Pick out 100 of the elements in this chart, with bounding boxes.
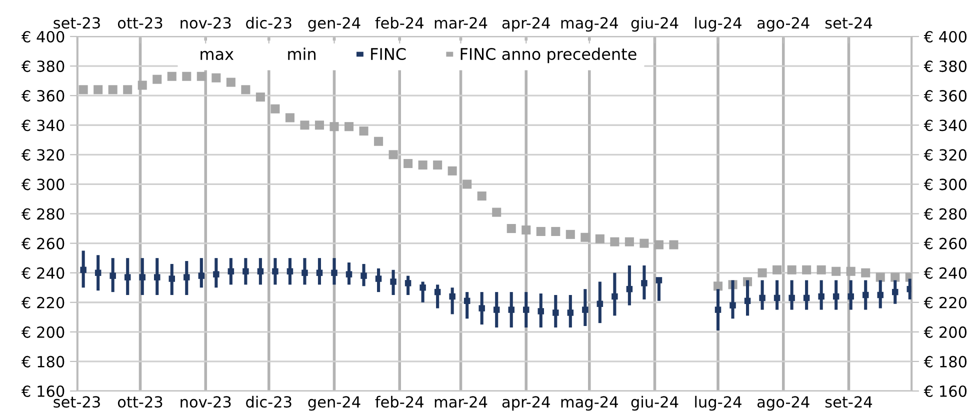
- point: [124, 274, 131, 280]
- point: [110, 272, 116, 279]
- point: [80, 266, 86, 274]
- y-tick-label: € 380: [21, 60, 64, 72]
- legend-label: FINC anno precedente: [460, 48, 636, 64]
- x-tick-label: set-23: [54, 17, 100, 29]
- point: [196, 72, 206, 81]
- point: [802, 265, 812, 274]
- point: [286, 268, 294, 274]
- y-tick-label: € 360: [21, 90, 64, 102]
- point: [832, 293, 840, 300]
- point: [418, 160, 428, 170]
- x-tick-label: giu-24: [631, 16, 678, 32]
- point: [612, 293, 618, 300]
- y2-tick-label: € 200: [924, 326, 967, 338]
- point: [272, 268, 278, 274]
- x-tick-label: nov-23: [180, 17, 231, 29]
- point: [803, 294, 810, 302]
- point: [388, 150, 398, 160]
- x2-tick-label: set-23: [54, 396, 100, 408]
- point: [434, 288, 441, 296]
- point: [626, 286, 633, 292]
- point: [890, 272, 900, 282]
- y-tick-label: € 340: [21, 120, 64, 132]
- x2-tick-label: set-24: [825, 396, 872, 408]
- x2-tick-label: feb-24: [375, 396, 424, 408]
- point: [359, 126, 368, 136]
- y2-tick-label: € 260: [924, 238, 967, 250]
- y-tick-label: € 400: [21, 30, 64, 43]
- point: [522, 225, 531, 235]
- point: [759, 294, 766, 302]
- x-tick-label: feb-24: [375, 16, 424, 29]
- point: [167, 72, 176, 81]
- point: [182, 72, 192, 81]
- y-tick-label: € 320: [21, 149, 64, 161]
- point: [228, 268, 234, 274]
- point: [285, 113, 294, 122]
- x2-tick-label: nov-23: [180, 396, 231, 408]
- point: [449, 293, 456, 300]
- y2-tick-label: € 240: [924, 267, 967, 279]
- y2-tick-label: € 280: [924, 208, 967, 220]
- x2-tick-label: lug-24: [695, 396, 742, 411]
- point: [654, 240, 664, 250]
- point: [168, 276, 176, 282]
- point: [78, 85, 88, 94]
- point: [302, 270, 308, 276]
- point: [374, 136, 384, 146]
- point: [493, 306, 500, 313]
- x-tick-label: mag-24: [561, 17, 618, 32]
- point: [552, 310, 559, 316]
- point: [669, 240, 678, 250]
- point: [477, 192, 486, 201]
- y2-tick-label: € 400: [924, 30, 967, 43]
- x-tick-label: dic-23: [246, 16, 292, 29]
- point: [360, 272, 367, 279]
- y2-tick-label: € 340: [924, 120, 967, 132]
- y-tick-label: € 260: [21, 238, 64, 250]
- x-tick-label: ott-23: [118, 17, 162, 29]
- x-tick-label: gen-24: [308, 17, 360, 32]
- point: [640, 238, 649, 248]
- point: [152, 74, 162, 84]
- x2-tick-label: ott-23: [118, 396, 162, 408]
- point: [536, 226, 546, 236]
- point: [478, 305, 485, 312]
- point: [404, 159, 413, 168]
- y-tick-label: € 180: [21, 356, 64, 368]
- point: [462, 180, 472, 189]
- point: [198, 272, 205, 279]
- point: [538, 308, 544, 314]
- point: [744, 298, 751, 304]
- point: [714, 306, 722, 313]
- point: [492, 208, 502, 217]
- y-tick-label: € 300: [21, 178, 64, 190]
- point: [390, 278, 396, 285]
- point: [404, 280, 412, 286]
- point: [420, 284, 426, 291]
- point: [138, 80, 147, 90]
- point: [94, 85, 103, 94]
- point: [832, 266, 841, 276]
- point: [567, 310, 574, 316]
- point: [758, 268, 767, 278]
- point: [641, 280, 648, 286]
- x2-tick-label: mag-24: [561, 396, 618, 411]
- x-tick-label: apr-24: [502, 17, 550, 32]
- point: [314, 120, 324, 130]
- point: [848, 293, 854, 300]
- point: [730, 302, 736, 308]
- x2-tick-label: gen-24: [308, 396, 360, 411]
- point: [595, 234, 604, 244]
- point: [566, 230, 575, 239]
- point: [212, 73, 221, 82]
- point: [816, 265, 826, 274]
- point: [876, 272, 885, 282]
- point: [448, 166, 457, 176]
- point: [861, 268, 870, 278]
- point: [257, 268, 264, 274]
- point: [862, 292, 869, 298]
- point: [610, 237, 620, 246]
- x2-tick-label: apr-24: [502, 396, 550, 411]
- point: [580, 232, 590, 242]
